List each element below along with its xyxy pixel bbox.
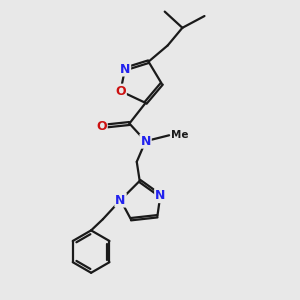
Text: Me: Me <box>171 130 189 140</box>
Text: N: N <box>155 189 166 202</box>
Text: N: N <box>116 194 126 207</box>
Text: O: O <box>115 85 126 98</box>
Text: O: O <box>96 120 107 133</box>
Text: N: N <box>120 62 130 76</box>
Text: N: N <box>140 135 151 148</box>
